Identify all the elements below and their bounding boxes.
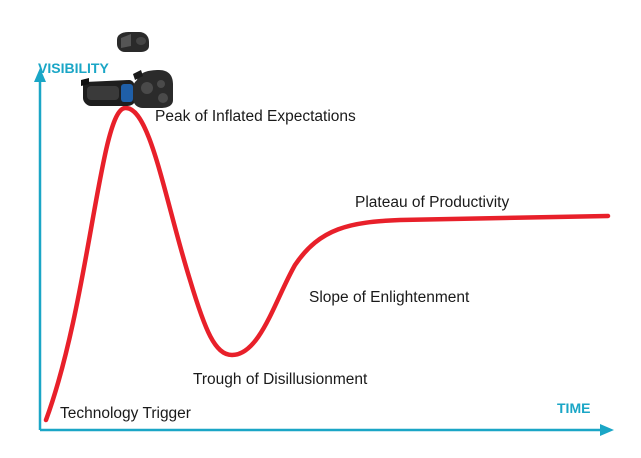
label-peak-of-inflated-expectations: Peak of Inflated Expectations — [155, 108, 356, 125]
label-trough-of-disillusionment: Trough of Disillusionment — [193, 371, 368, 388]
x-axis-arrowhead — [600, 424, 614, 436]
label-technology-trigger: Technology Trigger — [60, 405, 191, 422]
hype-curve — [43, 105, 611, 423]
vr-headset-icon — [133, 70, 173, 108]
vr-headset-icon — [81, 78, 135, 106]
y-axis-title: VISIBILITY — [38, 60, 109, 76]
vr-headset-icon — [117, 32, 149, 52]
label-plateau-of-productivity: Plateau of Productivity — [355, 194, 509, 211]
x-axis-title: TIME — [557, 400, 590, 416]
label-slope-of-enlightenment: Slope of Enlightenment — [309, 289, 470, 306]
axes — [34, 68, 614, 436]
y-axis-arrowhead — [34, 68, 46, 82]
vr-headsets-group — [81, 32, 173, 108]
